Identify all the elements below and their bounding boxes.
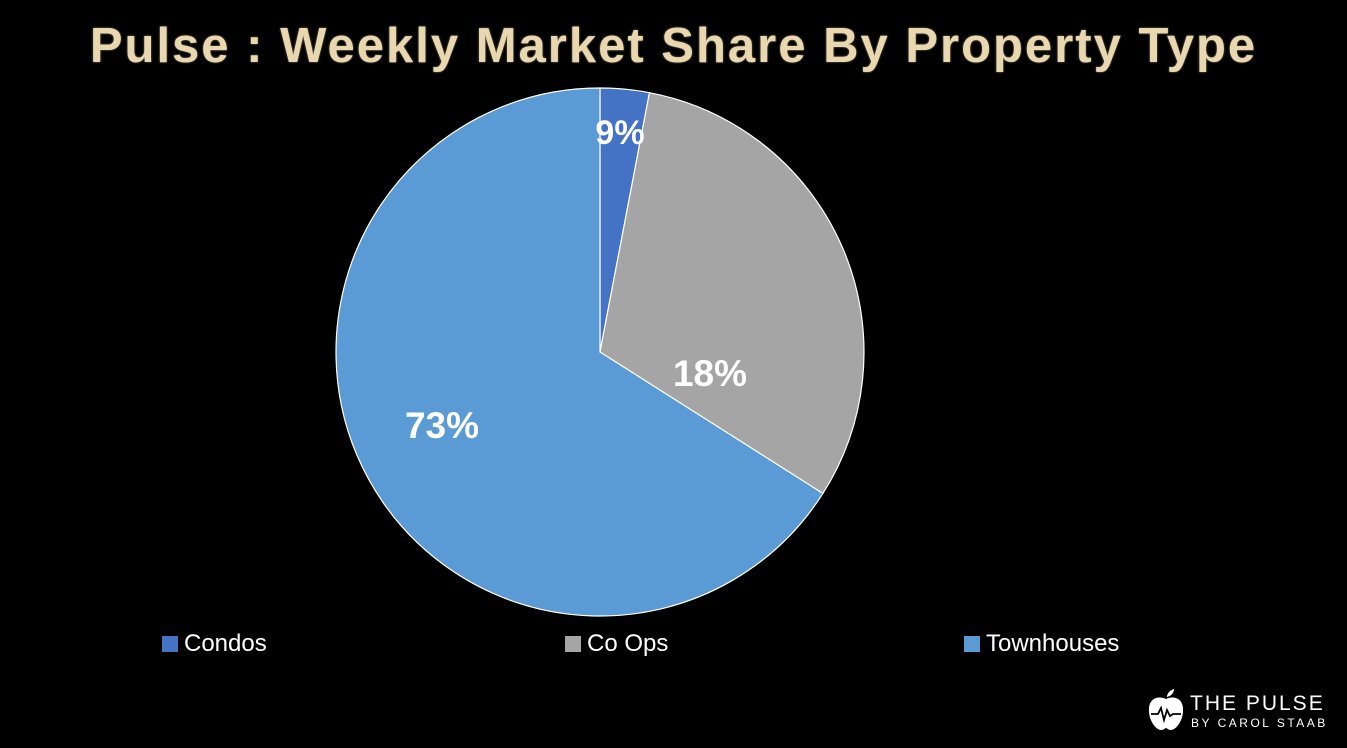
pie-slice-townhouses (335, 87, 824, 617)
legend-swatch (565, 636, 581, 652)
legend-swatch (964, 636, 980, 652)
data-label-condos: 9% (595, 114, 644, 152)
brand-logo: THE PULSE BY CAROL STAAB (1146, 688, 1336, 734)
legend-label: Townhouses (986, 630, 1120, 657)
legend-item-condos: Condos (162, 630, 267, 658)
logo-subtitle: BY CAROL STAAB (1191, 716, 1328, 730)
logo-name: THE PULSE (1190, 692, 1325, 715)
legend-item-co-ops: Co Ops (565, 630, 668, 658)
legend-label: Condos (184, 630, 267, 657)
apple-heartbeat-icon (1148, 689, 1184, 730)
data-label-townhouses: 73% (405, 405, 479, 446)
legend-label: Co Ops (587, 630, 669, 657)
chart-title: Pulse : Weekly Market Share By Property … (89, 19, 1258, 73)
legend-item-townhouses: Townhouses (964, 630, 1119, 658)
chart-legend: Condos Co Ops Townhouses (0, 630, 1347, 662)
data-label-co-ops: 18% (673, 353, 747, 394)
legend-swatch (162, 636, 178, 652)
